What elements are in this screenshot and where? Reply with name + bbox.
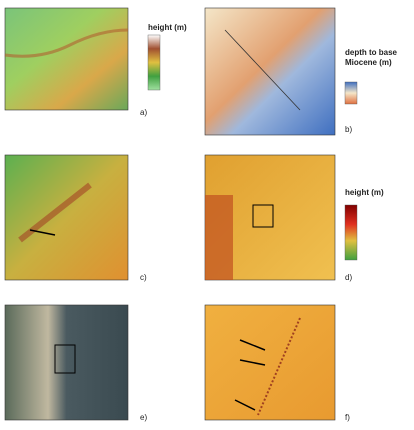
panel-label: a)	[140, 108, 147, 117]
panel-a	[4, 7, 161, 111]
panel-c	[4, 154, 129, 281]
panel-e	[4, 304, 129, 421]
panel-label: c)	[140, 273, 147, 282]
panel-f	[204, 304, 336, 421]
panel-label: d)	[345, 273, 352, 282]
legend-title: height (m)	[148, 23, 187, 32]
panel-label: f)	[345, 413, 350, 422]
panel-d	[204, 154, 358, 281]
panel-label: e)	[140, 413, 147, 422]
legend-title: height (m)	[345, 188, 384, 197]
legend-title: depth to base Miocene (m)	[345, 48, 398, 67]
panel-b	[204, 7, 358, 136]
panel-label: b)	[345, 125, 352, 134]
